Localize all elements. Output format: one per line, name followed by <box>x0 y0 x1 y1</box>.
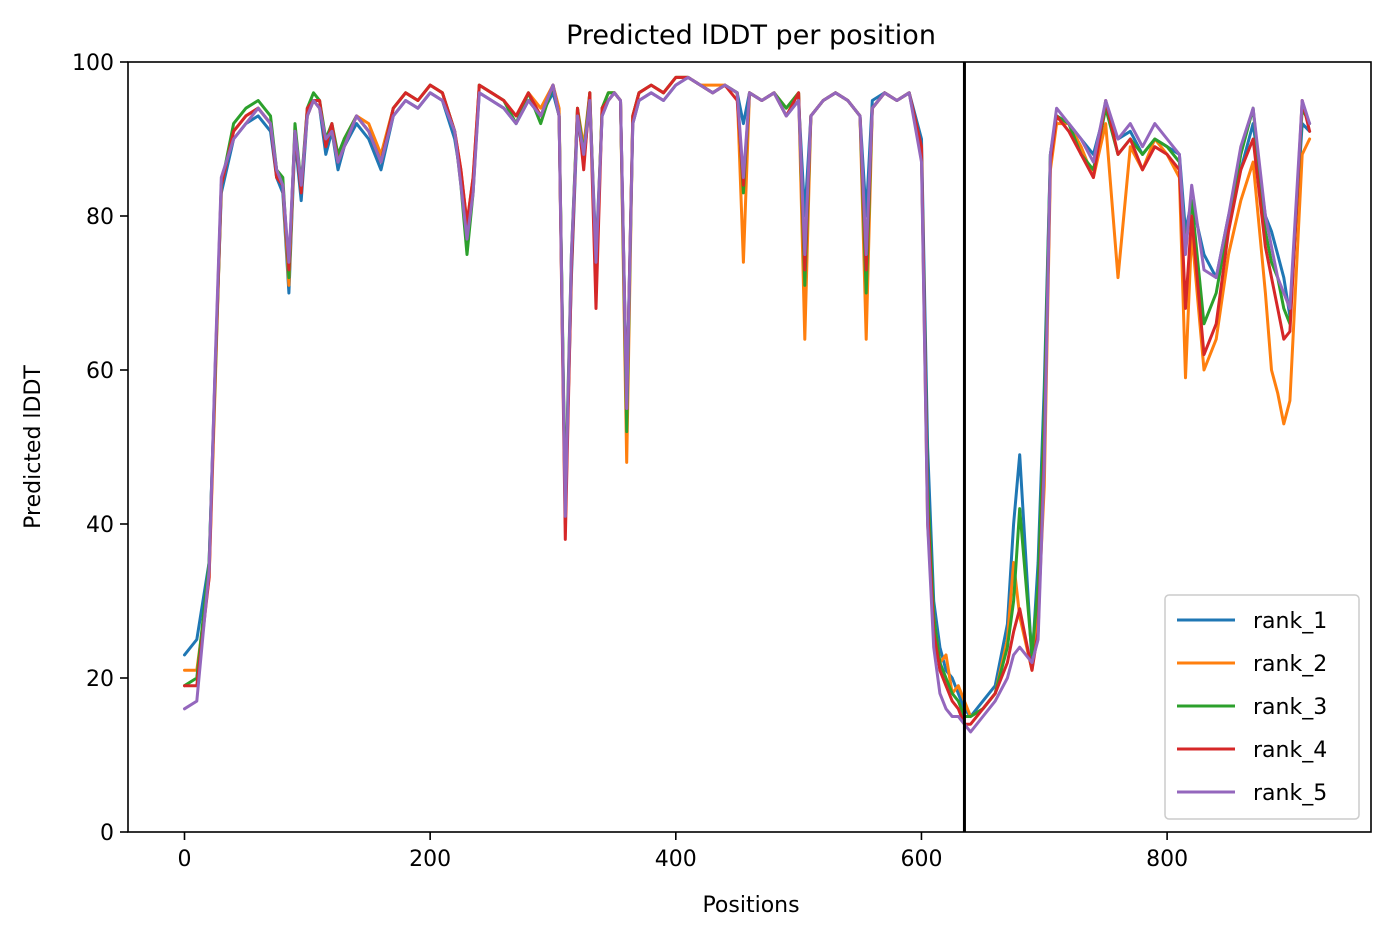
plot-frame <box>127 61 1372 833</box>
y-axis-label: Predicted lDDT <box>21 365 46 529</box>
x-tick-label: 400 <box>655 847 697 872</box>
chart-title: Predicted lDDT per position <box>566 20 936 51</box>
x-axis-label: Positions <box>702 893 799 918</box>
legend-label-rank-4: rank_4 <box>1253 738 1327 763</box>
legend-box <box>1164 594 1360 820</box>
legend-label-rank-1: rank_1 <box>1253 609 1327 634</box>
y-tick-label: 80 <box>86 205 114 230</box>
legend-label-rank-5: rank_5 <box>1253 781 1327 806</box>
series-layer <box>183 75 1312 734</box>
legend-label-rank-3: rank_3 <box>1253 695 1327 720</box>
legend: rank_1 rank_2 rank_3 rank_4 rank_5 <box>1164 594 1360 820</box>
series-line-rank-2 <box>183 75 1312 718</box>
y-tick-label: 40 <box>86 513 114 538</box>
y-tick-label: 100 <box>72 51 114 76</box>
x-tick-label: 600 <box>900 847 942 872</box>
y-tick-label: 20 <box>86 667 114 692</box>
legend-label-rank-2: rank_2 <box>1253 652 1327 677</box>
x-tick-label: 0 <box>178 847 192 872</box>
series-line-rank-5 <box>183 75 1312 734</box>
x-ticks: 0 200 400 600 800 <box>178 832 1188 872</box>
y-ticks: 0 20 40 60 80 100 <box>72 51 128 846</box>
y-tick-label: 60 <box>86 359 114 384</box>
y-tick-label: 0 <box>100 821 114 846</box>
x-tick-label: 200 <box>409 847 451 872</box>
x-tick-label: 800 <box>1146 847 1188 872</box>
